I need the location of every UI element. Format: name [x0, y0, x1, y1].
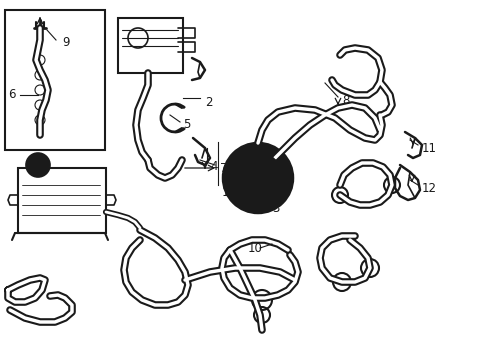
Text: 3: 3: [272, 202, 279, 215]
Text: 10: 10: [248, 242, 263, 255]
Bar: [18, 168, 106, 233]
Text: 6: 6: [8, 89, 16, 102]
Circle shape: [26, 153, 50, 177]
Text: 4: 4: [210, 159, 218, 172]
Text: 12: 12: [422, 181, 437, 194]
Text: 8: 8: [342, 94, 349, 107]
Bar: [118, 18, 183, 73]
Text: 7: 7: [220, 162, 227, 175]
Text: 9: 9: [62, 36, 70, 49]
Bar: [5, 10, 105, 150]
Circle shape: [233, 153, 283, 203]
Text: 11: 11: [422, 141, 437, 154]
Circle shape: [223, 143, 293, 213]
Text: 5: 5: [183, 118, 191, 131]
Text: 1: 1: [222, 185, 229, 198]
Text: 2: 2: [205, 95, 213, 108]
